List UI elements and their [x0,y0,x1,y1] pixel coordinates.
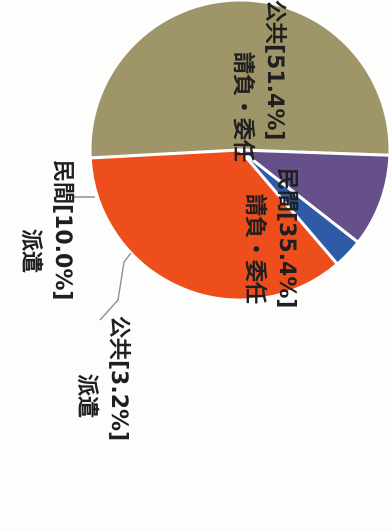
slice-label-ukeoi-kokyo-line2: 公共[51.4%] [262,0,287,140]
slice-ukeoi-kokyo [88,0,392,160]
slice-label-ukeoi-minkan-line1: 請負・委任 [242,194,268,304]
slice-label-ukeoi-minkan-line2: 民間[35.4%] [274,168,299,308]
slice-ukeoi-minkan [88,148,340,302]
leader-line-haken-kokyo [99,252,132,321]
slice-label-haken-kokyo-line1: 派遣 [74,374,99,418]
slice-haken-minkan [235,148,392,245]
pie-slices [88,0,392,302]
slice-label-haken-minkan-line2: 民間[10.0%] [50,160,75,300]
slice-label-haken-minkan-line1: 派遣 [18,229,43,273]
slice-label-ukeoi-kokyo-line1: 請負・委任 [230,52,256,162]
slice-label-haken-kokyo-line2: 公共[3.2%] [106,316,131,441]
